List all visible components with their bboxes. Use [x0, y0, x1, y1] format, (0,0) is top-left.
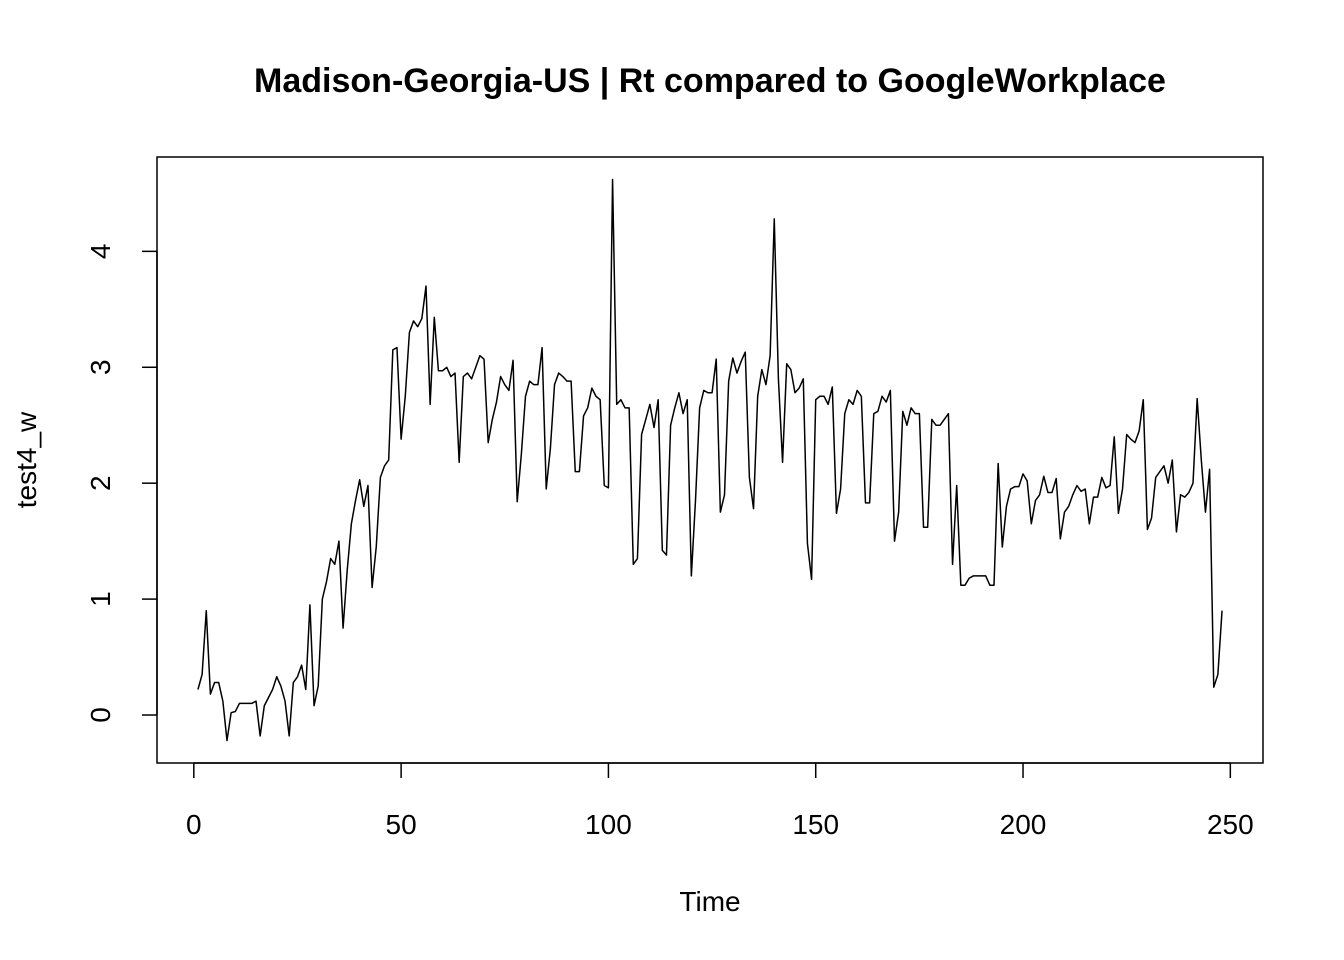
y-tick-label: 1 — [85, 591, 116, 607]
x-axis-label: Time — [679, 886, 740, 917]
x-tick-label: 100 — [585, 809, 632, 840]
x-tick-label: 200 — [1000, 809, 1047, 840]
plot-frame — [156, 156, 1264, 764]
y-tick-label: 2 — [85, 475, 116, 491]
chart-title: Madison-Georgia-US | Rt compared to Goog… — [254, 62, 1166, 100]
y-axis-label: test4_w — [11, 411, 42, 508]
y-tick-label: 4 — [85, 244, 116, 260]
y-tick-label: 3 — [85, 359, 116, 375]
x-tick-label: 250 — [1207, 809, 1254, 840]
x-tick-label: 150 — [792, 809, 839, 840]
y-tick-label: 0 — [85, 707, 116, 723]
x-tick-label: 0 — [186, 809, 202, 840]
series-line — [197, 178, 1223, 742]
x-tick-label: 50 — [386, 809, 417, 840]
